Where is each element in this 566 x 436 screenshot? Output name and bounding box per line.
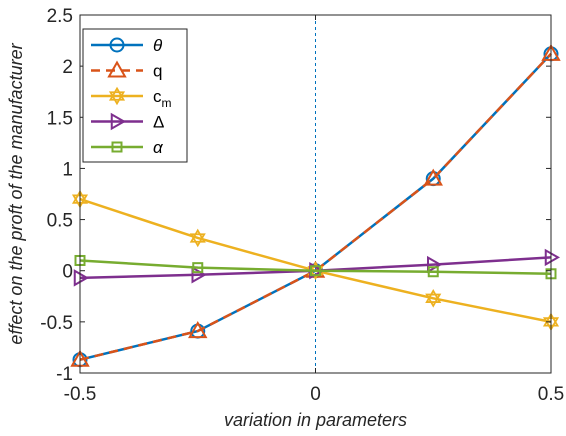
legend-label: Δ [153,113,164,132]
legend-marker-cm [108,86,126,106]
data-point-alpha [427,266,439,278]
y-tick-label: -0.5 [40,313,73,334]
data-point-q [423,168,443,186]
y-tick-label: 2.5 [47,6,73,27]
legend-label: cm [153,87,172,110]
legend-label: θ [153,36,163,55]
data-point-cm [425,289,442,308]
x-tick-label: -0.5 [64,384,97,405]
y-axis-label: effect on the proft of the manufacturer [6,42,26,344]
legend-item-alpha: α [91,138,164,157]
series-line-q [79,53,552,361]
data-point-cm [189,228,206,248]
legend-item-theta: θ [91,36,163,55]
legend-item-cm: cm [91,86,172,110]
legend-label: α [153,138,164,157]
y-tick-label: 0.5 [47,211,73,232]
x-tick-label: 0.5 [538,384,564,405]
y-tick-label: 1.5 [47,108,73,129]
data-point-delta [544,248,561,267]
y-tick-label: 1 [62,159,73,180]
legend-marker-q [107,60,127,78]
x-axis-label: variation in parameters [224,410,407,430]
data-point-q [188,321,208,339]
data-point-delta [73,269,90,287]
y-tick-label: -1 [56,364,73,385]
data-point-alpha [192,262,204,274]
legend-marker-theta [109,37,125,53]
y-tick-label: 0 [62,262,73,283]
legend-marker-delta [110,112,127,131]
y-tick-label: 2 [62,57,73,78]
legend-item-q: q [91,60,162,81]
legend-item-delta: Δ [91,113,164,132]
x-tick-label: 0 [310,384,321,405]
data-point-alpha [310,265,321,277]
legend: θq cm Δα [82,28,188,163]
legend-label: q [153,62,162,81]
legend-marker-alpha [111,141,123,153]
series-line-alpha [79,259,552,276]
